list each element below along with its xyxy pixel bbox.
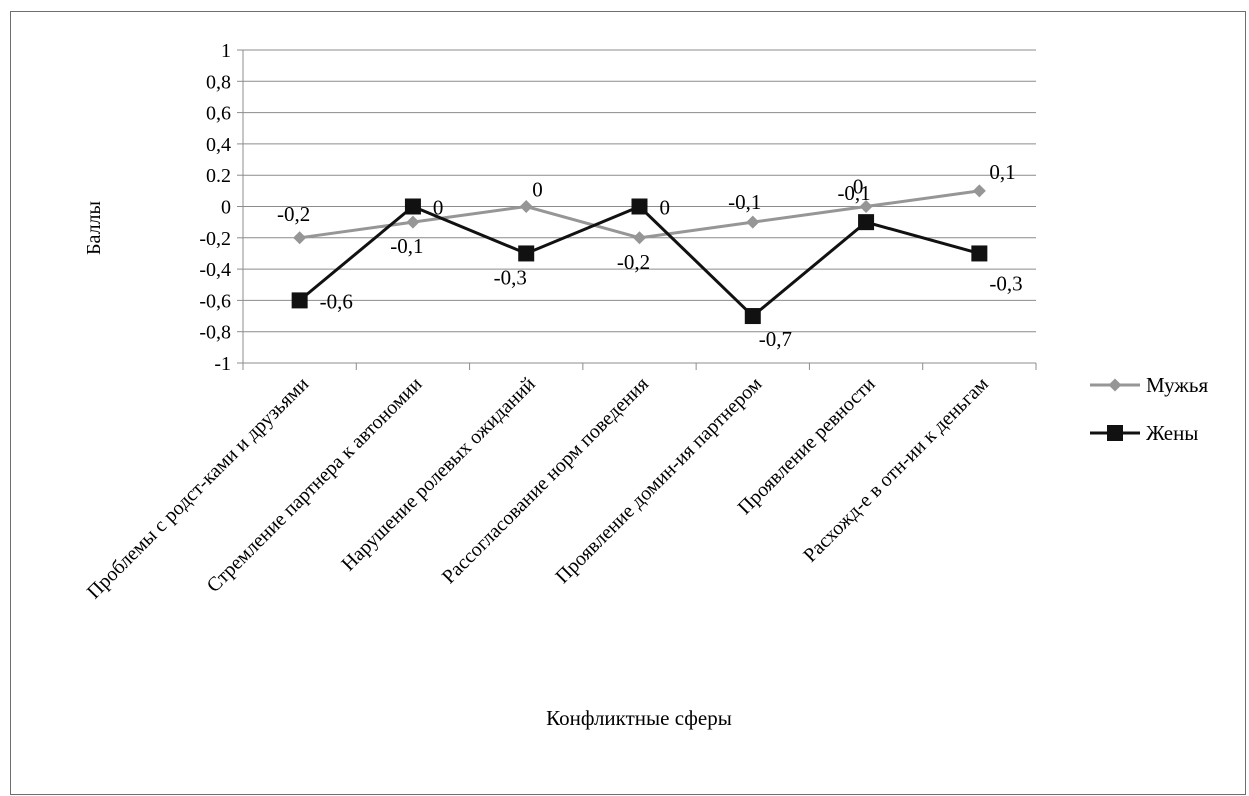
data-label: 0	[433, 196, 444, 220]
data-label: -0,3	[494, 265, 527, 289]
data-label: -0,1	[728, 190, 761, 214]
legend: Мужья Жены	[1090, 373, 1208, 445]
marker-square	[404, 198, 421, 215]
data-label: -0,1	[837, 181, 870, 205]
x-axis-title: Конфликтные сферы	[546, 706, 732, 730]
marker-diamond	[746, 215, 760, 229]
legend-marker	[1108, 378, 1122, 392]
x-tick-label: Расхожд-е в отн-ии к деньгам	[799, 373, 993, 567]
legend-label: Мужья	[1146, 373, 1208, 397]
marker-diamond	[406, 215, 420, 229]
data-label: -0,7	[759, 327, 792, 351]
data-label: 0	[660, 196, 671, 220]
marker-diamond	[972, 184, 986, 198]
y-tick-label: 0.2	[206, 165, 231, 187]
data-label: -0,2	[617, 250, 650, 274]
y-tick-label: 0,4	[206, 134, 231, 156]
marker-diamond	[293, 231, 307, 245]
marker-square	[971, 245, 988, 262]
series-lines	[291, 184, 988, 325]
grid-lines	[243, 49, 1036, 364]
data-label: 0,1	[989, 160, 1015, 184]
marker-diamond	[859, 200, 873, 213]
y-tick-label: 0	[221, 197, 231, 219]
x-tick-label: Нарушение ролевых ожиданий	[337, 373, 540, 576]
axes: 1 0,8 0,6 0,4 0.2 0 -0,2 -0,4 -0,6 -0,8 -1Проблемы…	[83, 40, 1037, 603]
y-tick-label: 0,6	[206, 103, 231, 125]
y-tick-label: -0,6	[199, 290, 231, 312]
data-label: 0	[853, 175, 864, 199]
marker-square	[291, 292, 308, 309]
x-tick-label: Рассогласование норм поведения	[438, 373, 653, 588]
marker-square	[858, 214, 875, 231]
legend-marker	[1107, 425, 1123, 441]
y-tick-label: 0,8	[206, 71, 231, 93]
y-tick-label: -1	[214, 353, 231, 375]
marker-square	[631, 198, 648, 215]
marker-diamond	[633, 231, 646, 245]
data-label: -0,3	[989, 271, 1022, 295]
y-tick-label: -0,4	[199, 259, 231, 281]
data-label: -0,6	[320, 289, 353, 313]
x-tick-label: Проблемы с родст-ками и друзьями	[83, 373, 313, 603]
y-tick-label: -0,8	[199, 322, 231, 344]
x-tick-label: Проявление домин-ия партнером	[551, 373, 766, 588]
data-labels: -0,2-0,10-0,2-0,100,1-0,60-0,30-0,7-0,1-…	[277, 160, 1023, 351]
data-label: -0,2	[277, 202, 310, 226]
y-tick-label: 1	[221, 40, 231, 62]
chart-frame	[10, 11, 1246, 795]
data-label: -0,1	[390, 234, 423, 258]
y-axis-title: Баллы	[83, 201, 105, 255]
x-tick-label: Стремление партнера к автономии	[203, 373, 427, 597]
marker-diamond	[519, 200, 533, 213]
legend-label: Жены	[1146, 421, 1198, 445]
marker-square	[518, 245, 535, 262]
data-label: 0	[532, 178, 543, 202]
marker-square	[744, 308, 761, 325]
y-tick-label: -0,2	[199, 228, 231, 250]
